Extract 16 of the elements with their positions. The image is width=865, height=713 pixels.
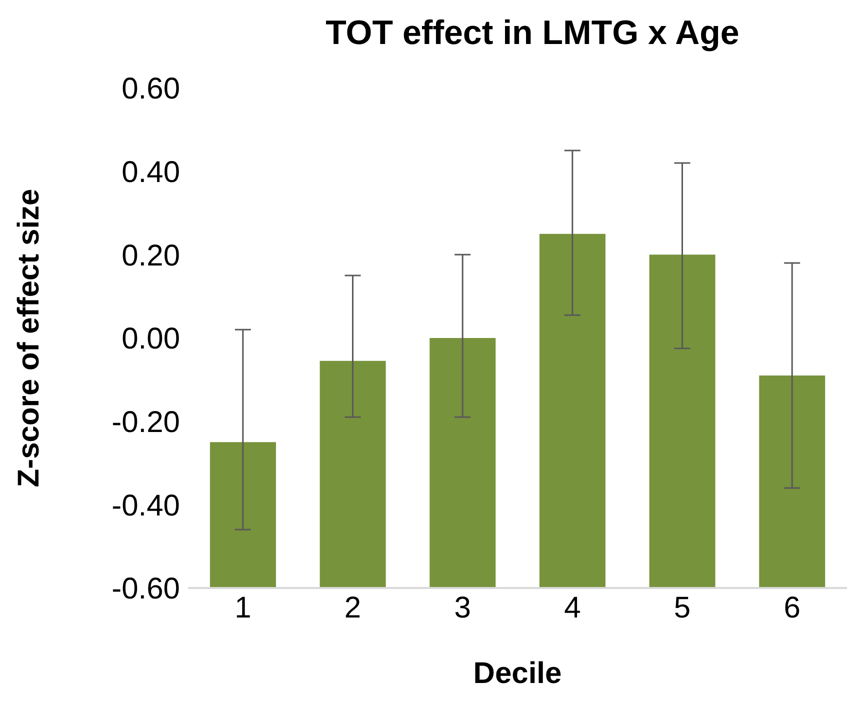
y-tick-label: -0.40 bbox=[112, 489, 180, 522]
y-tick-label: -0.20 bbox=[112, 406, 180, 439]
x-tick-label: 1 bbox=[234, 591, 252, 624]
x-tick-label: 2 bbox=[344, 591, 362, 624]
chart-title: TOT effect in LMTG x Age bbox=[324, 13, 740, 54]
y-tick-label: -0.60 bbox=[112, 572, 180, 606]
x-tick-label: 3 bbox=[454, 591, 471, 624]
y-tick-label: 0.60 bbox=[122, 72, 180, 106]
y-tick-label: 0.20 bbox=[122, 239, 180, 272]
y-tick-label: 0.00 bbox=[122, 322, 180, 356]
y-axis-title: Z-score of effect size bbox=[12, 188, 46, 488]
x-tick-label: 4 bbox=[564, 591, 581, 624]
x-tick-label: 6 bbox=[784, 591, 800, 624]
x-tick-label: 5 bbox=[674, 591, 691, 624]
y-tick-label: 0.40 bbox=[122, 156, 180, 189]
x-axis-title: Decile bbox=[473, 657, 562, 690]
